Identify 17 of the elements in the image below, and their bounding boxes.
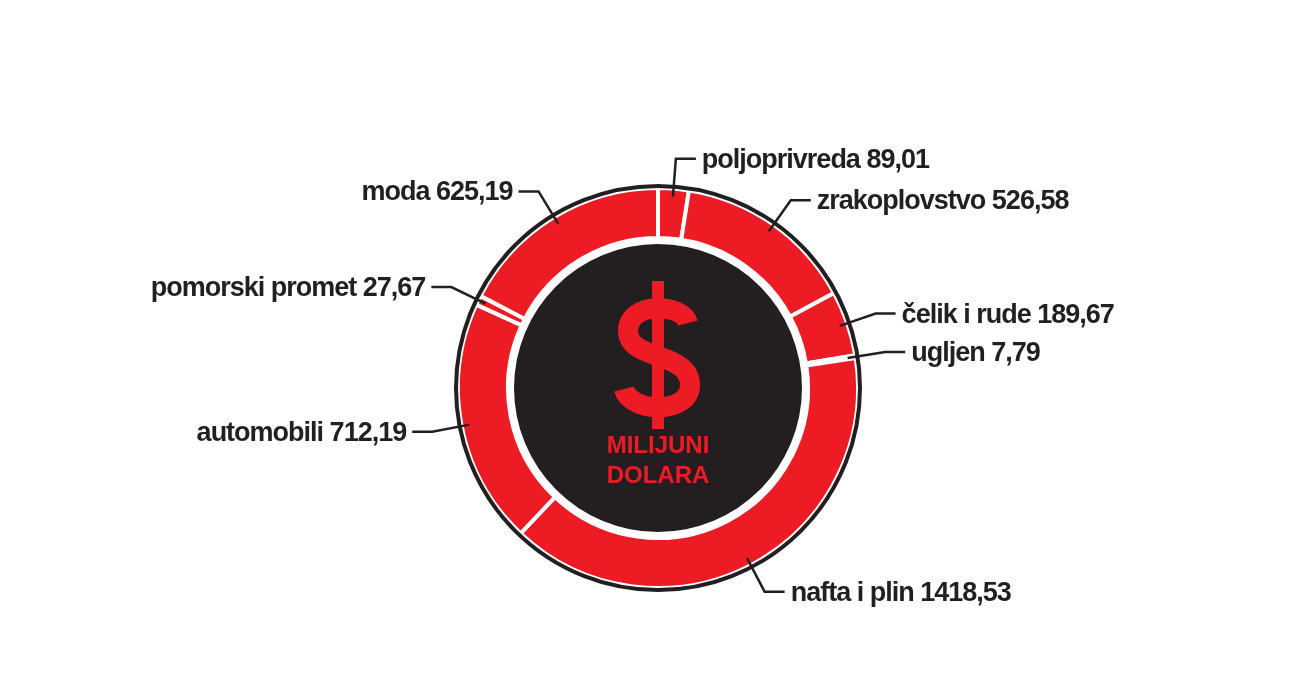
slice-label: moda <box>361 176 430 207</box>
slice-label: automobili <box>196 416 324 447</box>
data-label: 625,19 <box>435 176 513 207</box>
slice-label: pomorski promet <box>150 272 357 303</box>
slice-label: zrakoplovstvo <box>816 185 986 216</box>
slice-label: poljoprivreda <box>701 143 860 174</box>
slice-label: nafta i plin <box>790 576 914 607</box>
slice-label: čelik i rude <box>901 298 1031 329</box>
data-label: 27,67 <box>362 272 426 303</box>
text: MILIJUNI DOLARA <box>606 431 710 488</box>
slice-label: ugljen <box>911 336 985 367</box>
data-label: 7,79 <box>991 336 1040 367</box>
data-label: 526,58 <box>991 185 1069 216</box>
data-label: 1418,53 <box>920 576 1011 607</box>
data-label: 712,19 <box>329 416 407 447</box>
data-label: 89,01 <box>866 143 929 174</box>
data-label: 189,67 <box>1037 298 1114 329</box>
